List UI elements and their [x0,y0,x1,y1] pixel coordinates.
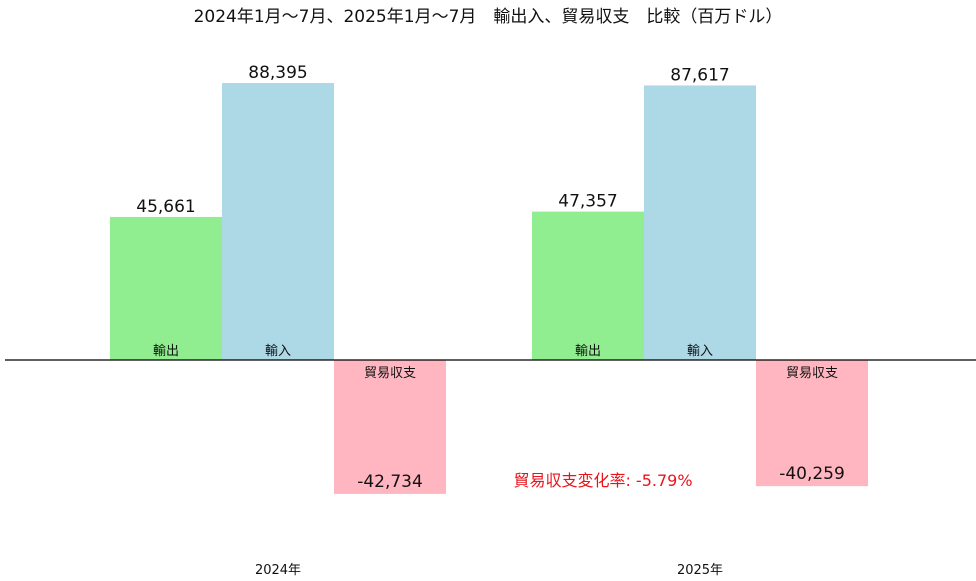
value-label: 45,661 [136,197,195,217]
bar-0-0 [110,216,222,360]
value-label: -42,734 [357,472,423,492]
bar-0-1 [222,83,334,360]
x-tick-label: 2024年 [255,563,301,578]
balance-change-annotation: 貿易収支変化率: -5.79% [513,471,692,490]
bar-name-label: 貿易収支 [364,366,416,381]
bar-0-2 [334,360,446,494]
chart-title: 2024年1月～7月、2025年1月～7月 輸出入、貿易収支 比較（百万ドル） [194,7,783,27]
bar-1-2 [756,360,868,487]
bar-name-label: 輸出 [153,344,179,359]
value-label: -40,259 [779,464,845,484]
value-label: 88,395 [248,63,307,83]
bar-name-label: 輸出 [575,344,601,359]
bar-name-label: 輸入 [265,344,291,359]
x-tick-label: 2025年 [677,563,723,578]
value-label: 87,617 [670,65,729,85]
bar-name-label: 輸入 [687,344,713,359]
bar-1-0 [532,211,644,360]
bar-1-1 [644,85,756,360]
value-label: 47,357 [558,192,617,212]
bar-name-label: 貿易収支 [786,366,838,381]
